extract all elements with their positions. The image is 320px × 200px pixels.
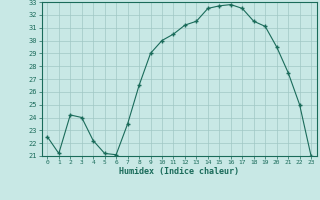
X-axis label: Humidex (Indice chaleur): Humidex (Indice chaleur) [119, 167, 239, 176]
